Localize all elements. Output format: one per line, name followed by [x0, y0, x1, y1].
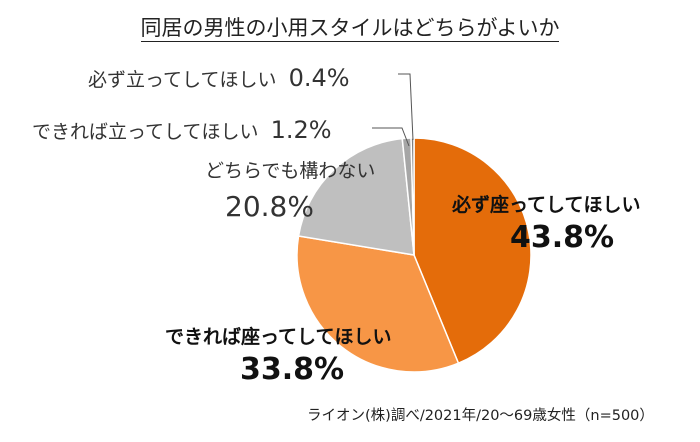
pie-slice-2: [297, 137, 415, 256]
source-note: ライオン(株)調べ/2021年/20～69歳女性（n=500）: [307, 408, 654, 424]
label-prefer-stand: できれば立ってしてほしい 1.2%: [32, 116, 332, 144]
label-must-sit: 必ず座ってしてほしい: [452, 194, 641, 216]
chart-title: 同居の男性の小用スタイルはどちらがよいか: [140, 16, 560, 42]
label-prefer-sit: できれば座ってしてほしい: [165, 326, 392, 348]
value-prefer-sit: 33.8%: [240, 352, 345, 387]
pie-slice-0: [413, 137, 532, 365]
leader-line-must-stand: [398, 73, 414, 141]
pie-slice-1: [296, 235, 460, 373]
label-either: どちらでも構わない: [205, 160, 376, 182]
label-must-stand: 必ず立ってしてほしい 0.4%: [88, 64, 350, 92]
value-either: 20.8%: [225, 190, 314, 223]
leader-line-prefer-stand: [372, 127, 410, 147]
value-must-sit: 43.8%: [510, 220, 615, 255]
